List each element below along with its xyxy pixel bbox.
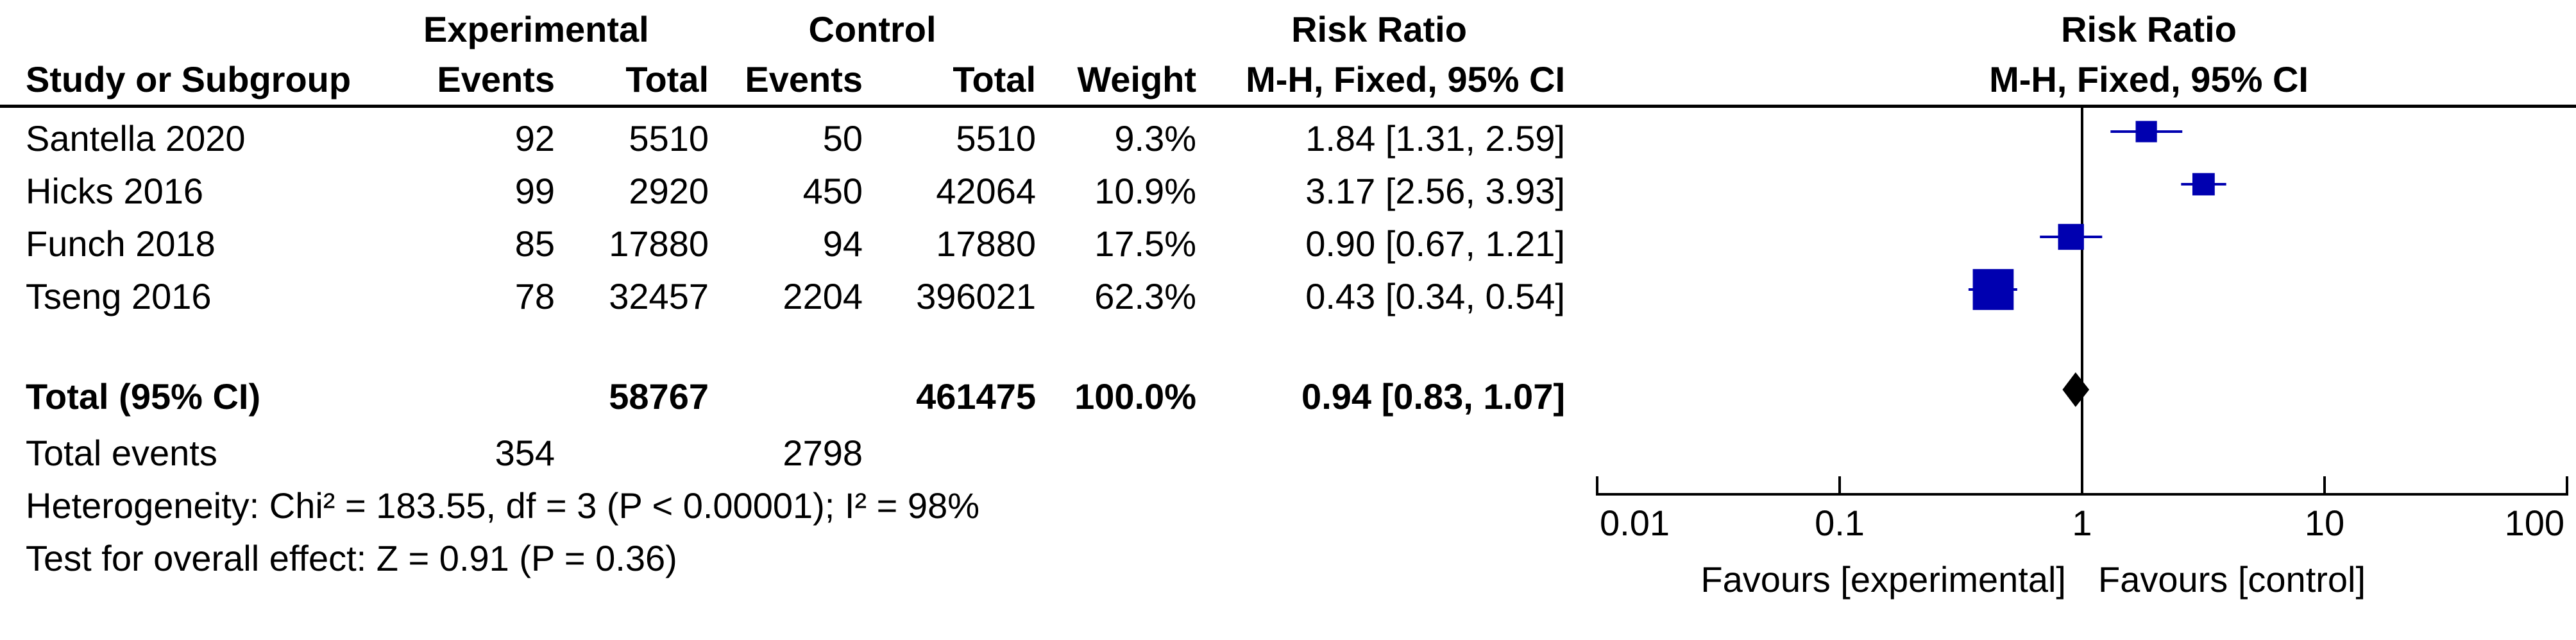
- weight-cell: 17.5%: [1094, 223, 1196, 264]
- total-events-ctrl: 2798: [783, 433, 863, 473]
- favours-control-label: Favours [control]: [2098, 559, 2366, 600]
- study-name: Santella 2020: [26, 118, 246, 159]
- ctrl-events-cell: 94: [822, 223, 863, 264]
- study-marker: [2135, 121, 2157, 143]
- x-tick-label: 100: [2505, 503, 2564, 543]
- study-marker: [1972, 269, 2014, 310]
- experimental-group-header: Experimental: [423, 9, 649, 49]
- favours-experimental-label: Favours [experimental]: [1700, 559, 2066, 600]
- ctrl-total-cell: 42064: [936, 171, 1036, 211]
- exp-total-header: Total: [625, 59, 709, 99]
- total-label: Total (95% CI): [26, 376, 261, 417]
- weight-cell: 62.3%: [1094, 276, 1196, 316]
- exp-events-cell: 99: [514, 171, 555, 211]
- ctrl-total-cell: 5510: [956, 118, 1036, 159]
- exp-events-cell: 85: [514, 223, 555, 264]
- exp-events-cell: 78: [514, 276, 555, 316]
- ctrl-events-cell: 50: [822, 118, 863, 159]
- x-tick-label: 0.1: [1815, 503, 1865, 543]
- control-group-header: Control: [808, 9, 936, 49]
- risk-ratio-header: Risk Ratio: [1291, 9, 1467, 49]
- ci-cell: 1.84 [1.31, 2.59]: [1305, 118, 1565, 159]
- exp-total-cell: 32457: [609, 276, 709, 316]
- exp-total-cell: 2920: [629, 171, 709, 211]
- ctrl-total-header: Total: [953, 59, 1036, 99]
- total-weight: 100.0%: [1074, 376, 1196, 417]
- ctrl-total-cell: 17880: [936, 223, 1036, 264]
- study-marker: [2058, 223, 2084, 250]
- study-name: Hicks 2016: [26, 171, 204, 211]
- header-rule: [0, 105, 2576, 108]
- study-name: Tseng 2016: [26, 276, 212, 316]
- ci-cell: 0.43 [0.34, 0.54]: [1305, 276, 1565, 316]
- overall-effect-text: Test for overall effect: Z = 0.91 (P = 0…: [26, 538, 677, 578]
- x-tick-label: 1: [2072, 503, 2092, 543]
- total-events-label: Total events: [26, 433, 217, 473]
- weight-cell: 10.9%: [1094, 171, 1196, 211]
- exp-total-cell: 17880: [609, 223, 709, 264]
- exp-total-cell: 5510: [629, 118, 709, 159]
- method-header: M-H, Fixed, 95% CI: [1246, 59, 1565, 99]
- exp-events-cell: 92: [514, 118, 555, 159]
- study-column-header: Study or Subgroup: [26, 59, 352, 99]
- ctrl-total-cell: 396021: [916, 276, 1036, 316]
- weight-cell: 9.3%: [1114, 118, 1196, 159]
- weight-header: Weight: [1077, 59, 1196, 99]
- study-name: Funch 2018: [26, 223, 216, 264]
- pooled-diamond: [2062, 372, 2090, 407]
- x-tick-label: 10: [2305, 503, 2344, 543]
- total-events-exp: 354: [495, 433, 555, 473]
- total-ci: 0.94 [0.83, 1.07]: [1301, 376, 1565, 417]
- ci-cell: 0.90 [0.67, 1.21]: [1305, 223, 1565, 264]
- total-exp-total: 58767: [609, 376, 709, 417]
- ctrl-events-cell: 2204: [783, 276, 863, 316]
- plot-subtitle: M-H, Fixed, 95% CI: [1989, 59, 2309, 99]
- plot-title: Risk Ratio: [2061, 9, 2237, 49]
- ci-cell: 3.17 [2.56, 3.93]: [1305, 171, 1565, 211]
- heterogeneity-text: Heterogeneity: Chi² = 183.55, df = 3 (P …: [26, 485, 980, 526]
- x-tick-label: 0.01: [1600, 503, 1670, 543]
- ctrl-events-header: Events: [745, 59, 863, 99]
- total-ctrl-total: 461475: [916, 376, 1036, 417]
- exp-events-header: Events: [437, 59, 555, 99]
- ctrl-events-cell: 450: [802, 171, 863, 211]
- study-marker: [2192, 173, 2215, 196]
